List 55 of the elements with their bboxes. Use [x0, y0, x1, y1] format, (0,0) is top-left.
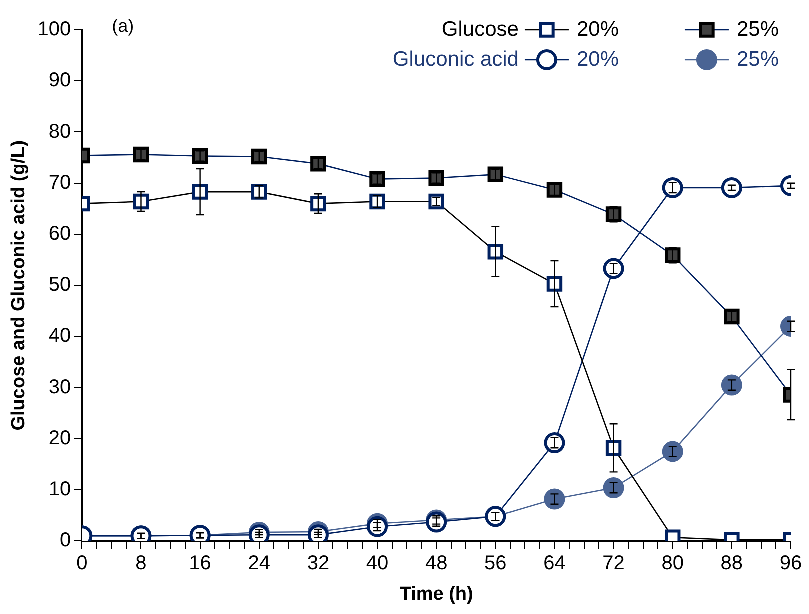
x-tick-label: 40 [366, 552, 389, 575]
y-tick-label: 70 [48, 172, 72, 194]
y-tick-label: 30 [48, 376, 72, 398]
x-tick-label: 48 [425, 552, 448, 575]
y-tick-label: 0 [60, 530, 72, 552]
x-tick-label: 80 [662, 552, 684, 575]
point [724, 308, 740, 325]
legend-label: 20% [576, 18, 619, 41]
annotation: Glucose [442, 18, 519, 41]
y-axis-title: Glucose and Gluconic acid (g/L) [8, 140, 30, 431]
x-tick-label: 96 [780, 552, 802, 575]
point [662, 177, 684, 198]
point [428, 194, 444, 210]
point [310, 156, 326, 172]
y-tick-label: 10 [48, 478, 72, 501]
point [721, 177, 742, 198]
point [370, 171, 386, 188]
x-tick-label: 56 [484, 552, 507, 575]
y-tick-label: 60 [48, 222, 72, 245]
x-axis-title: Time (h) [400, 584, 474, 605]
point [603, 258, 624, 280]
point [603, 478, 624, 499]
legend-label: 25% [736, 18, 779, 41]
point [252, 184, 268, 200]
point [544, 488, 566, 510]
point [192, 148, 208, 164]
y-tick-label: 100 [38, 18, 72, 41]
x-tick-label: 24 [248, 552, 270, 575]
point [546, 182, 563, 198]
x-tick-label: 16 [189, 552, 212, 575]
x-tick-label: 88 [720, 552, 744, 575]
point [544, 432, 566, 454]
x-tick-label: 0 [76, 552, 88, 575]
x-tick-label: 8 [136, 552, 147, 575]
x-tick-label: 72 [602, 552, 625, 575]
point [488, 166, 504, 183]
point [665, 248, 681, 264]
y-tick-label: 80 [48, 120, 72, 143]
annotation: Gluconic acid [392, 48, 519, 71]
point [370, 194, 386, 210]
x-tick-label: 64 [544, 552, 566, 575]
x-tick-label: 32 [307, 552, 330, 575]
point [428, 170, 444, 186]
y-tick-label: 90 [48, 70, 72, 92]
annotation: (a) [112, 16, 134, 36]
point [133, 146, 150, 163]
point [662, 441, 684, 462]
y-tick-label: 40 [48, 325, 72, 348]
point [252, 148, 268, 165]
point [310, 196, 326, 212]
point [721, 374, 742, 396]
y-tick-label: 20 [48, 427, 72, 450]
legend-label: 20% [576, 48, 619, 71]
legend-label: 25% [736, 48, 779, 71]
y-tick-label: 50 [48, 274, 72, 296]
